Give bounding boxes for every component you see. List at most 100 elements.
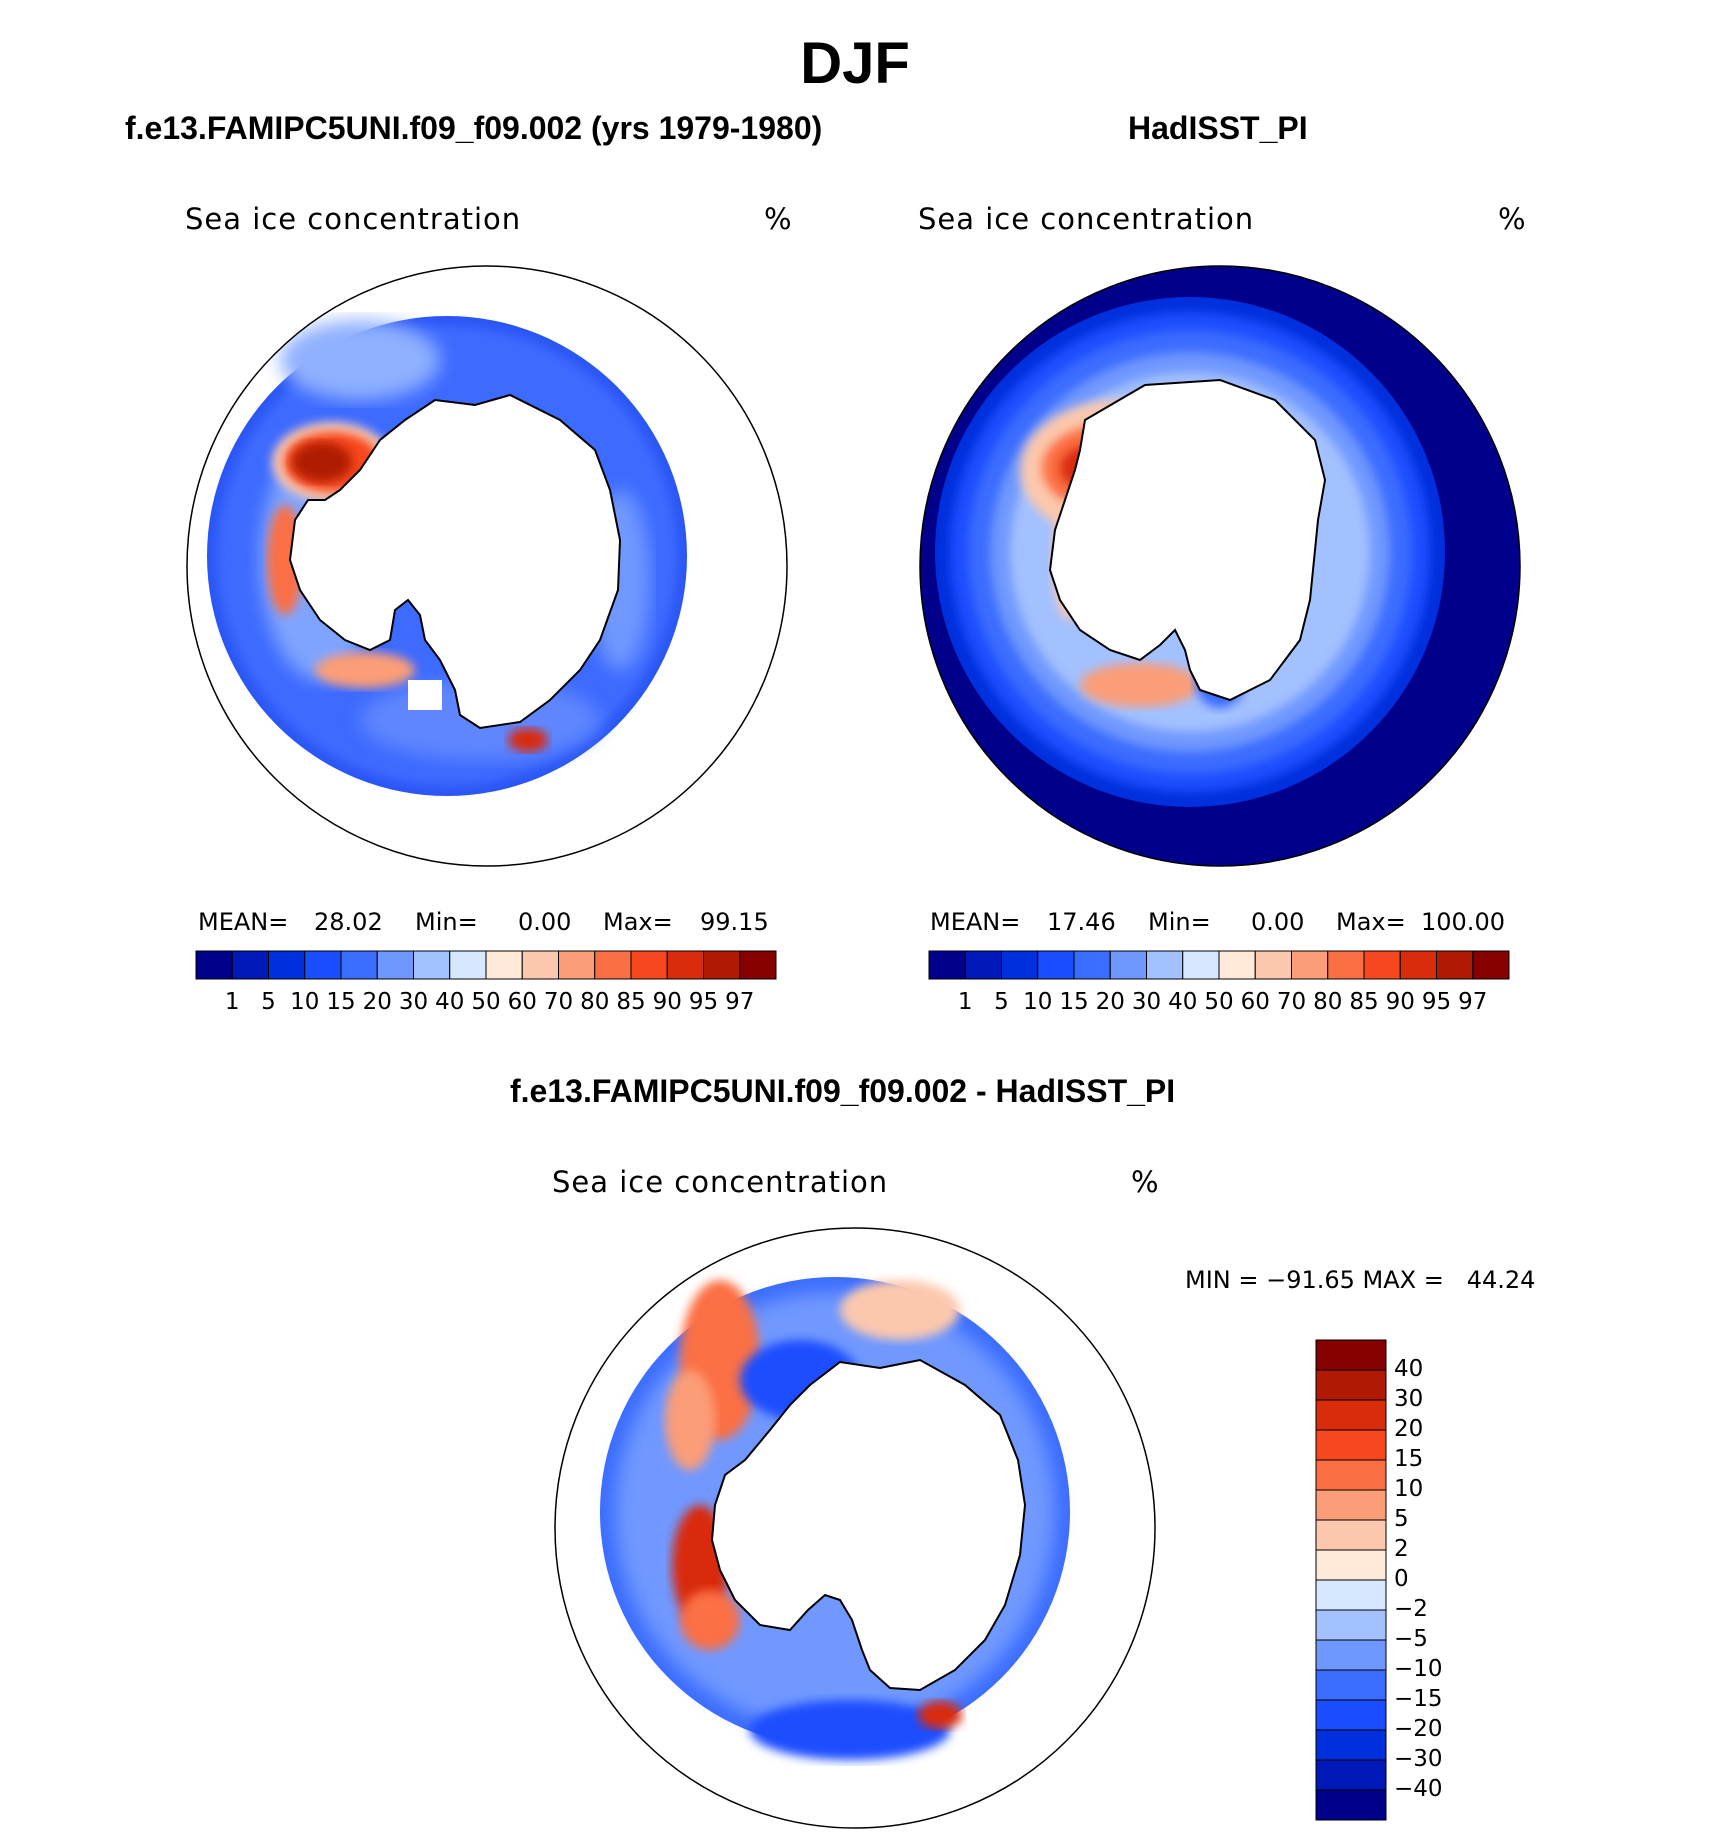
diff-tick-label: −5: [1394, 1626, 1428, 1652]
obs-color-box: [1472, 950, 1510, 980]
diff-tick-label: −20: [1394, 1716, 1443, 1742]
model-tick-label: 15: [326, 989, 356, 1015]
model-tick-label: 60: [507, 989, 537, 1015]
model-colorbar: [195, 950, 777, 980]
diff-color-box: [1315, 1759, 1387, 1791]
diff-tick-label: 0: [1394, 1566, 1409, 1592]
model-color-box: [376, 950, 414, 980]
diff-color-box: [1315, 1519, 1387, 1551]
obs-max-label: Max=: [1336, 908, 1406, 936]
diff-tick-label: −15: [1394, 1686, 1443, 1712]
diff-colorbar: [1315, 1339, 1387, 1821]
obs-tick-label: 10: [1023, 989, 1053, 1015]
obs-min-label: Min=: [1148, 908, 1211, 936]
diff-tick-label: −40: [1394, 1776, 1443, 1802]
obs-tick-label: 1: [957, 989, 973, 1015]
obs-tick-label: 30: [1131, 989, 1162, 1015]
obs-tick-label: 5: [994, 989, 1009, 1015]
figure-title: DJF: [800, 31, 910, 96]
obs-color-box: [1327, 950, 1365, 980]
obs-color-box: [1291, 950, 1329, 980]
diff-tick-label: 30: [1394, 1386, 1424, 1412]
model-color-box: [449, 950, 487, 980]
diff-color-box: [1315, 1669, 1387, 1701]
antarctica-outline: [710, 1358, 1027, 1692]
model-min-value: 0.00: [518, 908, 572, 936]
model-color-box: [703, 950, 741, 980]
diff-tick-label: 15: [1394, 1446, 1424, 1472]
obs-variable-label: Sea ice concentration: [918, 202, 1255, 236]
diff-color-box: [1315, 1609, 1387, 1641]
diff-field: [600, 1277, 1070, 1760]
obs-color-box: [1399, 950, 1437, 980]
obs-tick-label: 97: [1458, 989, 1488, 1015]
model-color-box: [739, 950, 777, 980]
obs-tick-label: 50: [1204, 989, 1234, 1015]
diff-color-box: [1315, 1459, 1387, 1491]
obs-tick-label: 85: [1349, 989, 1379, 1015]
model-color-box: [340, 950, 378, 980]
model-tick-label: 80: [580, 989, 610, 1015]
obs-color-box: [1363, 950, 1401, 980]
obs-color-box: [1182, 950, 1220, 980]
diff-color-box: [1315, 1789, 1387, 1821]
model-map: [186, 265, 788, 867]
obs-min-value: 0.00: [1251, 908, 1305, 936]
diff-color-box: [1315, 1549, 1387, 1581]
obs-tick-label: 90: [1385, 989, 1415, 1015]
obs-color-box: [1254, 950, 1292, 980]
model-tick-label: 95: [688, 989, 719, 1015]
model-max-label: Max=: [603, 908, 673, 936]
model-color-box: [268, 950, 306, 980]
model-tick-label: 85: [616, 989, 646, 1015]
model-tick-label: 20: [362, 989, 392, 1015]
model-color-box: [558, 950, 596, 980]
model-color-box: [304, 950, 342, 980]
model-color-box: [666, 950, 704, 980]
model-panel-title: f.e13.FAMIPC5UNI.f09_f09.002 (yrs 1979-1…: [125, 110, 823, 146]
diff-color-box: [1315, 1489, 1387, 1521]
model-min-label: Min=: [415, 908, 478, 936]
model-color-box: [594, 950, 632, 980]
obs-color-box: [1218, 950, 1256, 980]
obs-ice-field: [935, 297, 1445, 807]
diff-color-box: [1315, 1699, 1387, 1731]
diff-units-label: %: [1131, 1165, 1160, 1199]
diff-minmax-readout: MIN = −91.65 MAX = 44.24: [1185, 1266, 1536, 1294]
diff-tick-label: 40: [1394, 1356, 1424, 1382]
model-color-box: [413, 950, 451, 980]
obs-units-label: %: [1498, 202, 1527, 236]
diff-color-box: [1315, 1579, 1387, 1611]
diff-color-box: [1315, 1429, 1387, 1461]
diff-tick-label: 20: [1394, 1416, 1424, 1442]
model-variable-label: Sea ice concentration: [185, 202, 522, 236]
model-max-value: 99.15: [700, 908, 769, 936]
model-color-box: [485, 950, 523, 980]
model-tick-label: 70: [543, 989, 574, 1015]
model-color-box: [231, 950, 269, 980]
obs-color-box: [1073, 950, 1111, 980]
model-mean-label: MEAN=: [198, 908, 289, 936]
model-tick-label: 1: [224, 989, 240, 1015]
model-tick-label: 97: [725, 989, 755, 1015]
model-tick-label: 90: [652, 989, 682, 1015]
model-ice-field: [207, 316, 687, 796]
model-color-box: [521, 950, 559, 980]
obs-mean-label: MEAN=: [930, 908, 1021, 936]
model-mean-value: 28.02: [314, 908, 383, 936]
model-color-box: [195, 950, 233, 980]
model-tick-label: 50: [471, 989, 501, 1015]
diff-tick-label: −2: [1394, 1596, 1428, 1622]
diff-color-box: [1315, 1729, 1387, 1761]
diff-map: [554, 1227, 1156, 1829]
model-color-box: [630, 950, 668, 980]
obs-color-box: [1146, 950, 1184, 980]
antarctica-outline: [1048, 378, 1327, 702]
obs-tick-label: 95: [1421, 989, 1452, 1015]
obs-tick-label: 60: [1240, 989, 1270, 1015]
obs-mean-value: 17.46: [1047, 908, 1116, 936]
obs-tick-label: 70: [1276, 989, 1307, 1015]
obs-color-box: [1037, 950, 1075, 980]
model-tick-label: 40: [435, 989, 465, 1015]
